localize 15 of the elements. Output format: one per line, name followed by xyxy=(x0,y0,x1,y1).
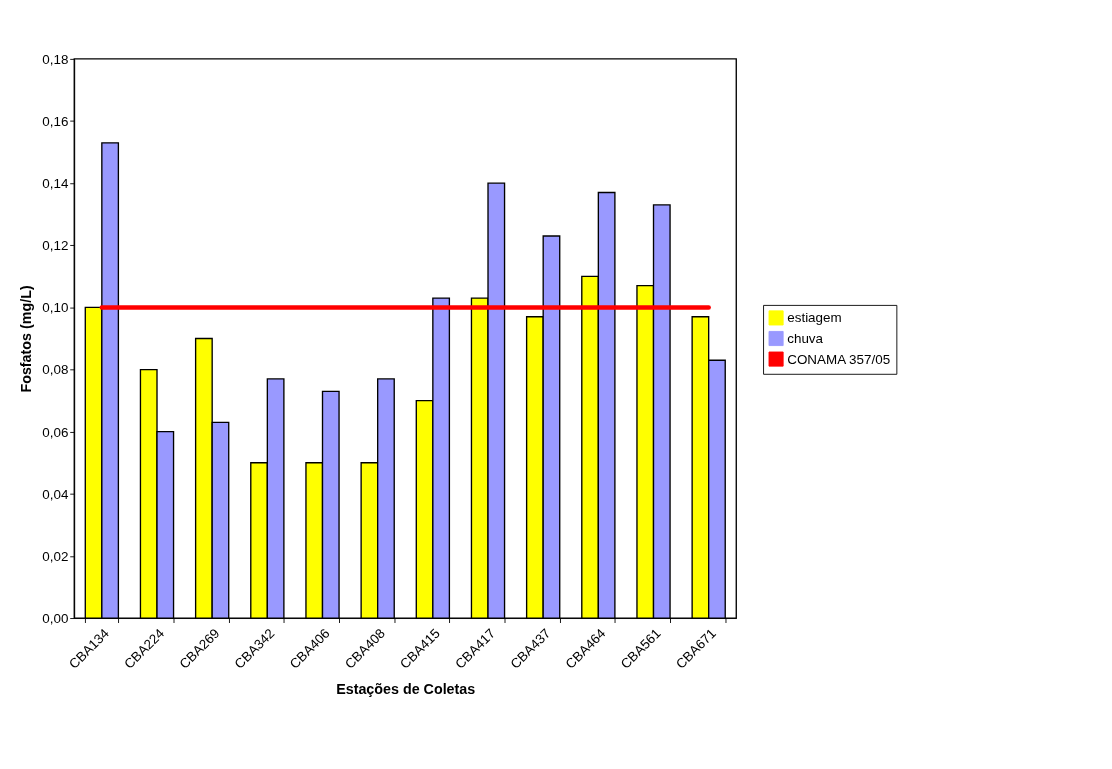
y-tick-label: 0,12 xyxy=(42,238,69,254)
y-tick-label: 0,18 xyxy=(42,51,69,67)
y-tick-label: 0,02 xyxy=(42,548,69,564)
y-tick-label: 0,00 xyxy=(42,610,69,626)
x-axis-title: Estações de Coletas xyxy=(336,680,476,697)
y-tick-label: 0,08 xyxy=(42,362,69,378)
y-tick-label: 0,10 xyxy=(42,300,69,316)
y-tick-label: 0,14 xyxy=(42,176,69,192)
y-tick-label: 0,16 xyxy=(42,113,69,129)
legend-label: estiagem xyxy=(787,310,842,326)
legend-label: CONAMA 357/05 xyxy=(787,351,891,367)
y-tick-label: 0,06 xyxy=(42,424,69,440)
legend-label: chuva xyxy=(787,330,824,346)
y-axis-title: Fosfatos (mg/L) xyxy=(17,285,34,393)
y-tick-label: 0,04 xyxy=(42,486,69,502)
